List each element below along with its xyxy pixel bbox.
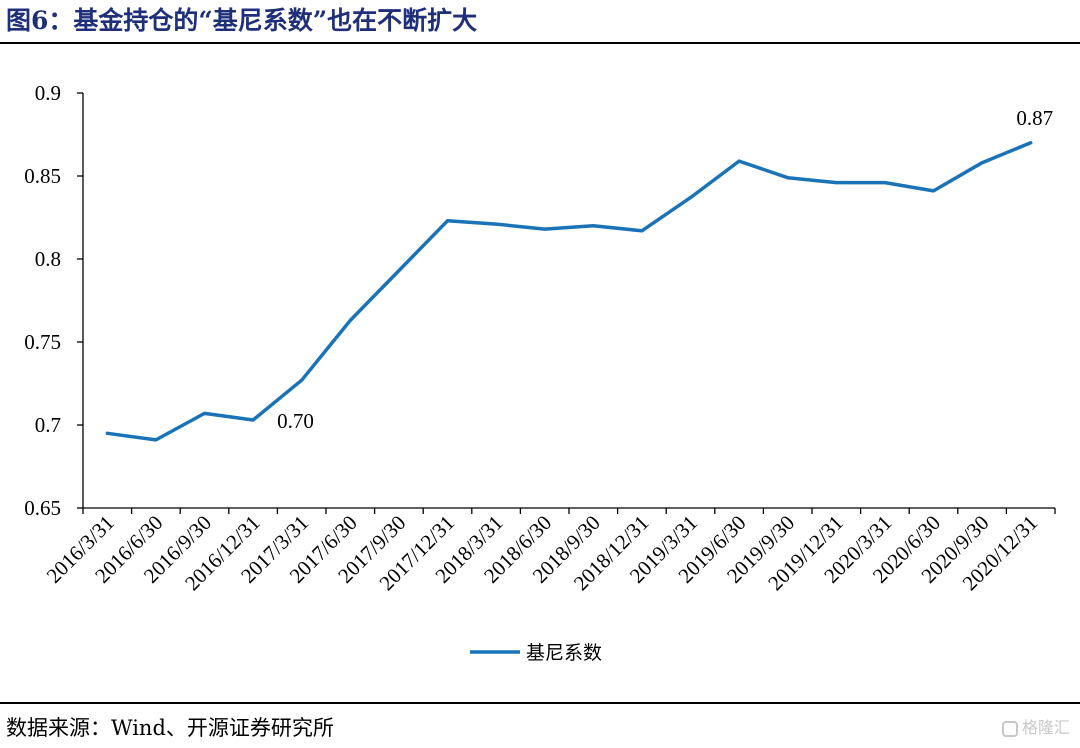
watermark-logo-icon xyxy=(1001,721,1018,737)
footer-divider xyxy=(0,702,1080,704)
title-divider xyxy=(0,42,1080,44)
y-tick-label: 0.8 xyxy=(35,247,61,271)
y-tick-label: 0.85 xyxy=(24,164,61,188)
watermark: 格隆汇 xyxy=(1001,714,1070,738)
data-label: 0.87 xyxy=(1016,106,1053,130)
legend-label: 基尼系数 xyxy=(526,642,602,664)
data-label: 0.70 xyxy=(277,409,314,433)
line-chart: 0.650.70.750.80.850.92016/3/312016/6/302… xyxy=(24,81,1056,664)
y-tick-label: 0.65 xyxy=(24,496,61,520)
source-note: 数据来源：Wind、开源证券研究所 xyxy=(6,716,334,740)
y-tick-label: 0.7 xyxy=(35,413,61,437)
watermark-text: 格隆汇 xyxy=(1021,718,1070,737)
series-line xyxy=(105,141,1033,442)
figure-title: 图6：基金持仓的“基尼系数”也在不断扩大 xyxy=(6,6,478,35)
y-tick-label: 0.9 xyxy=(35,81,61,105)
y-tick-label: 0.75 xyxy=(24,330,61,354)
